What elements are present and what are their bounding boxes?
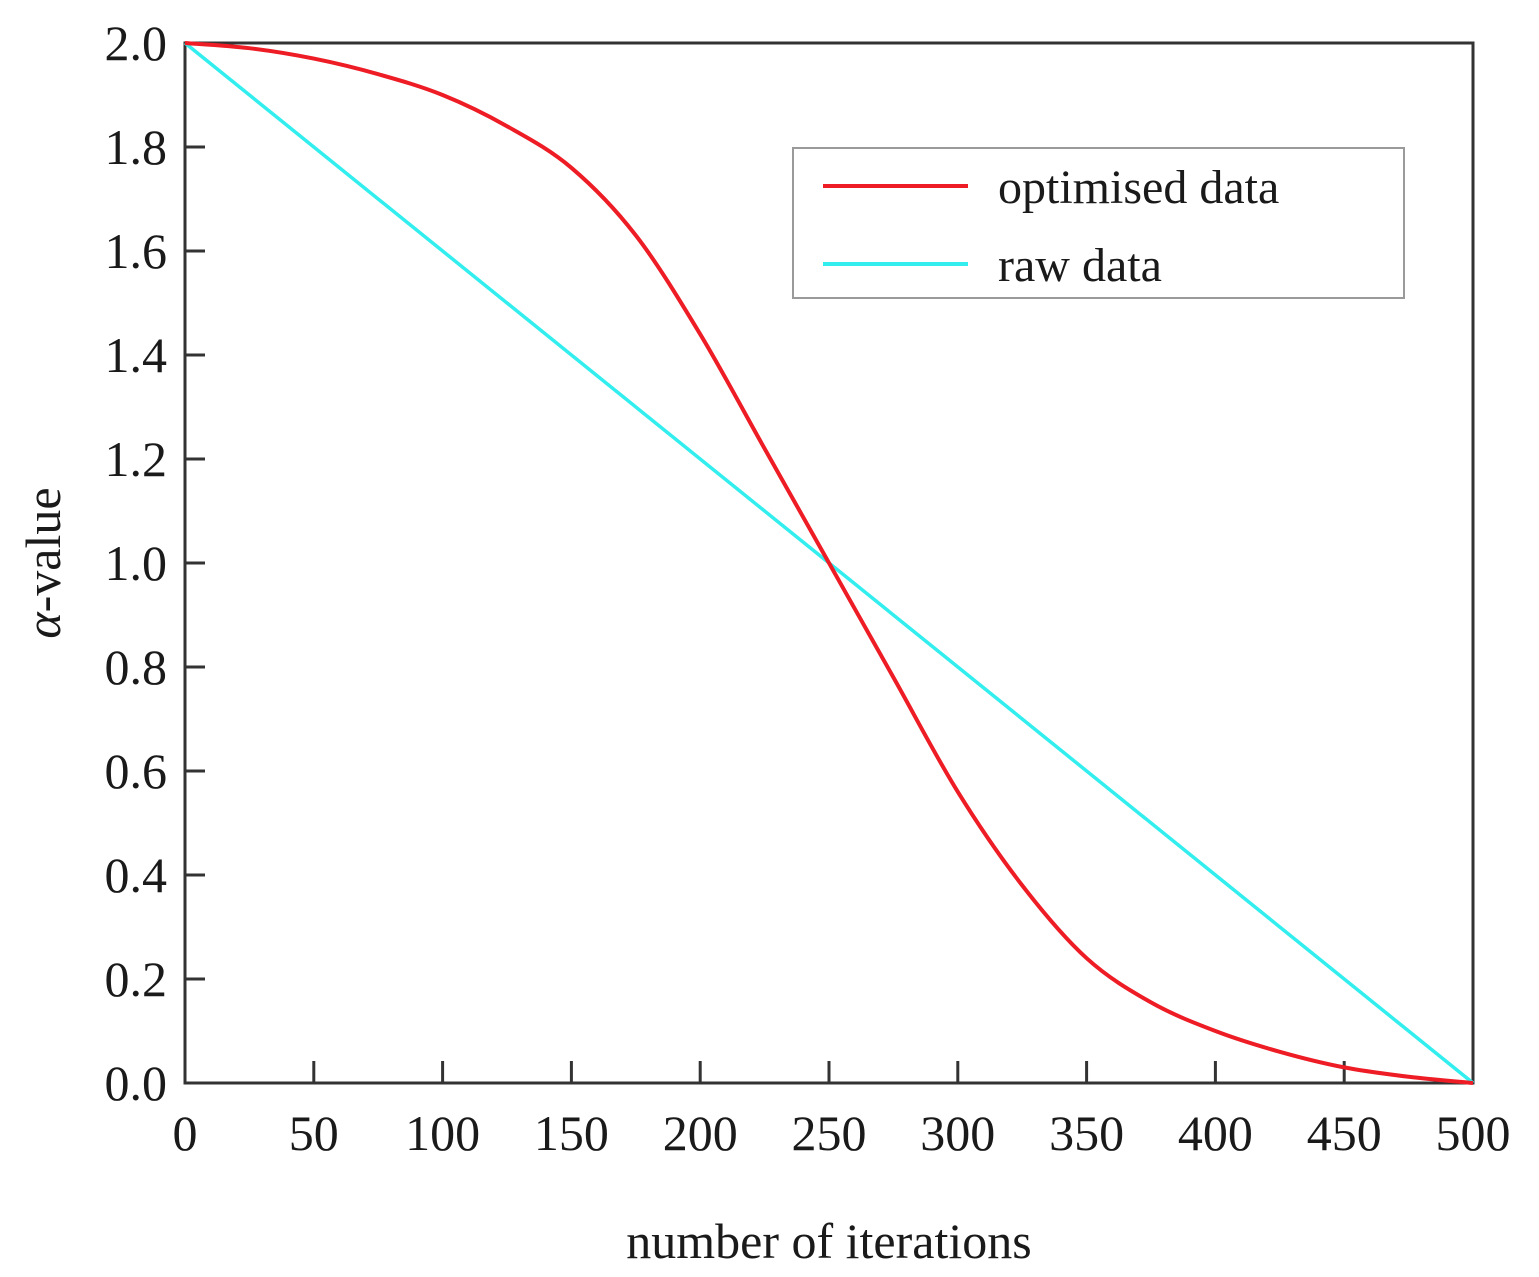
y-tick-label: 0.0: [105, 1055, 168, 1111]
y-axis-title-symbol: α: [15, 611, 71, 639]
x-tick-label: 150: [534, 1105, 609, 1161]
legend: optimised data raw data: [792, 147, 1405, 299]
y-tick-label: 0.2: [105, 951, 168, 1007]
y-tick-label: 1.8: [105, 119, 168, 175]
y-tick-label: 2.0: [105, 15, 168, 71]
x-tick-label: 200: [663, 1105, 738, 1161]
x-tick-label: 0: [173, 1105, 198, 1161]
y-axis-title: α-value: [15, 487, 71, 638]
x-tick-label: 400: [1178, 1105, 1253, 1161]
y-tick-label: 1.2: [105, 431, 168, 487]
x-tick-label: 100: [405, 1105, 480, 1161]
y-tick-label: 1.6: [105, 223, 168, 279]
x-axis-title: number of iterations: [626, 1213, 1031, 1269]
x-axis-ticks: 0 50 100 150 200 250 300 350 400 450 500: [173, 1061, 1511, 1161]
x-tick-label: 250: [792, 1105, 867, 1161]
y-tick-label: 1.0: [105, 535, 168, 591]
x-tick-label: 350: [1049, 1105, 1124, 1161]
y-tick-label: 0.4: [105, 847, 168, 903]
x-tick-label: 500: [1436, 1105, 1511, 1161]
legend-box: [792, 147, 1405, 299]
x-tick-label: 50: [289, 1105, 339, 1161]
series-layer: [183, 41, 1475, 1085]
x-tick-label: 300: [920, 1105, 995, 1161]
y-tick-label: 1.4: [105, 327, 168, 383]
series-line-optimised: [184, 41, 1474, 1085]
y-tick-label: 0.6: [105, 743, 168, 799]
legend-label-optimised: optimised data: [998, 161, 1279, 214]
legend-label-raw: raw data: [998, 239, 1162, 292]
y-axis-ticks: 0.0 0.2 0.4 0.6 0.8 1.0 1.2 1.4 1.6 1.8 2.0: [105, 15, 205, 1111]
y-axis-title-suffix: -value: [15, 487, 71, 612]
y-tick-label: 0.8: [105, 639, 168, 695]
x-tick-label: 450: [1307, 1105, 1382, 1161]
